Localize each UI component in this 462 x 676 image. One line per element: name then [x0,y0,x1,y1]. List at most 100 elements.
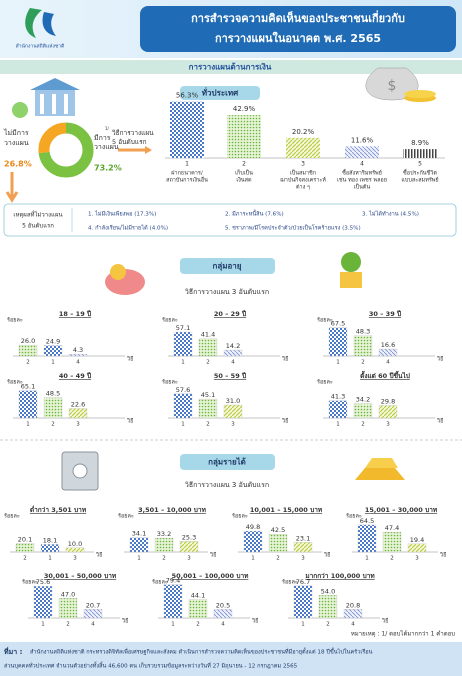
method-number: 1 [26,422,30,428]
method-name: สถาบันการเงินอื่น [166,176,208,184]
bar [403,149,437,158]
reason: 1. ไม่มีเงินเพียงพอ (17.3%) [88,211,156,218]
bar [293,542,313,553]
x-axis-label: วิธี [436,418,443,425]
value-label: 79.4 [166,577,180,585]
value-label: 42.9% [233,105,256,113]
bar [18,344,38,357]
value-label: 76.7 [296,578,310,586]
x-axis-label: วิธี [95,552,102,559]
donut-value: 73.2% [94,164,122,173]
value-label: 42.5 [271,526,285,534]
value-label: 57.6 [176,386,190,394]
value-label: 45.1 [201,391,215,399]
value-label: 31.0 [226,397,240,405]
group-title: 10,001 – 15,000 บาท [250,506,322,514]
method-number: 1 [48,556,52,562]
method-number: 1 [181,422,185,428]
value-label: 41.4 [201,331,215,339]
bar [173,393,193,419]
bar [345,146,379,158]
method-number: 2 [390,556,394,562]
rank: 4 [360,161,364,168]
value-label: 20.7 [86,601,100,609]
method-number: 2 [206,360,210,366]
method-number: 3 [415,556,419,562]
bar [18,390,38,419]
value-label: 44.1 [191,591,205,599]
method-name: เงินสด [236,177,252,184]
heading-box [180,454,275,470]
value-label: 49.8 [246,523,260,531]
bar [243,530,263,553]
bar [328,327,348,357]
group-title: ต่ำกว่า 3,501 บาท [30,504,86,514]
money-bag-icon: $ [365,67,436,102]
x-axis-label: วิธี [121,618,128,625]
unit: ร้อยละ [162,317,178,324]
method-name: เช่น ทอง เพชร พลอย [337,177,387,184]
heading: กลุ่มอายุ [212,262,241,272]
bar [382,531,402,553]
bar [407,543,427,553]
bar [378,405,398,419]
group-title: 20 – 29 ปี [214,310,246,318]
bar [43,397,63,419]
bar [328,400,348,419]
group-title: 30,001 – 50,000 บาท [44,572,116,580]
heading-box [180,258,275,274]
reason: 5. ชราภาพ/มีโรคประจำตัว/ป่วยเป็นโรคร้ายแ… [225,224,361,232]
bar [353,403,373,419]
arrow [145,146,152,154]
x-axis-label: วิธี [281,356,288,363]
method-name: ซื้อสังหาริมทรัพย์ [342,169,382,177]
group-title: 3,501 – 10,000 บาท [138,506,206,514]
method-number: 2 [276,556,280,562]
method-name: เป็นต้น [354,183,371,191]
reasons-box [3,203,457,237]
bar [65,547,85,553]
bar [227,115,261,158]
method-name: เป็นสมาชิก [290,169,316,177]
method-number: 3 [301,556,305,562]
arrow [5,172,19,203]
heading: ทั่วประเทศ [202,87,239,98]
org-name: สำนักงานสถิติแห่งชาติ [16,43,65,50]
x-axis-label: วิธี [126,418,133,425]
method-number: 2 [326,622,330,628]
unit: ร้อยละ [4,513,20,520]
bar [188,599,208,619]
bar [68,408,88,419]
rank: 2 [242,161,246,168]
bar [223,404,243,419]
caption: วิธีการวางแผน 3 อันดับแรก [185,288,269,296]
group-title: 15,001 – 30,000 บาท [365,506,437,514]
group-title: 30 – 39 ปี [369,310,401,318]
bar [170,101,204,158]
unit: ร้อยละ [118,513,134,520]
bar [58,598,78,619]
bar [198,398,218,419]
donut-label: วางแผน [94,143,119,151]
method-number: 3 [231,422,235,428]
value-label: 54.0 [321,587,335,595]
donut-label: ไม่มีการ [3,128,29,137]
unit: ร้อยละ [162,379,178,386]
x-axis-label: วิธี [381,618,388,625]
value-label: 22.6 [71,401,85,409]
value-label: 20.1 [18,536,32,544]
group-title: มากกว่า 100,000 บาท [305,572,374,580]
method-number: 2 [361,360,365,366]
method-number: 2 [162,556,166,562]
method-number: 1 [336,360,340,366]
title: การสำรวจความคิดเห็นของประชาชนเกี่ยวกับ [191,10,405,25]
bar [15,543,35,553]
caption: 5 อันดับแรก [112,138,147,146]
value-label: 24.9 [46,338,60,346]
heading: กลุ่มรายได้ [208,457,246,468]
bar [68,354,88,357]
value-label: 26.0 [21,337,35,345]
donut-slice [38,122,67,154]
